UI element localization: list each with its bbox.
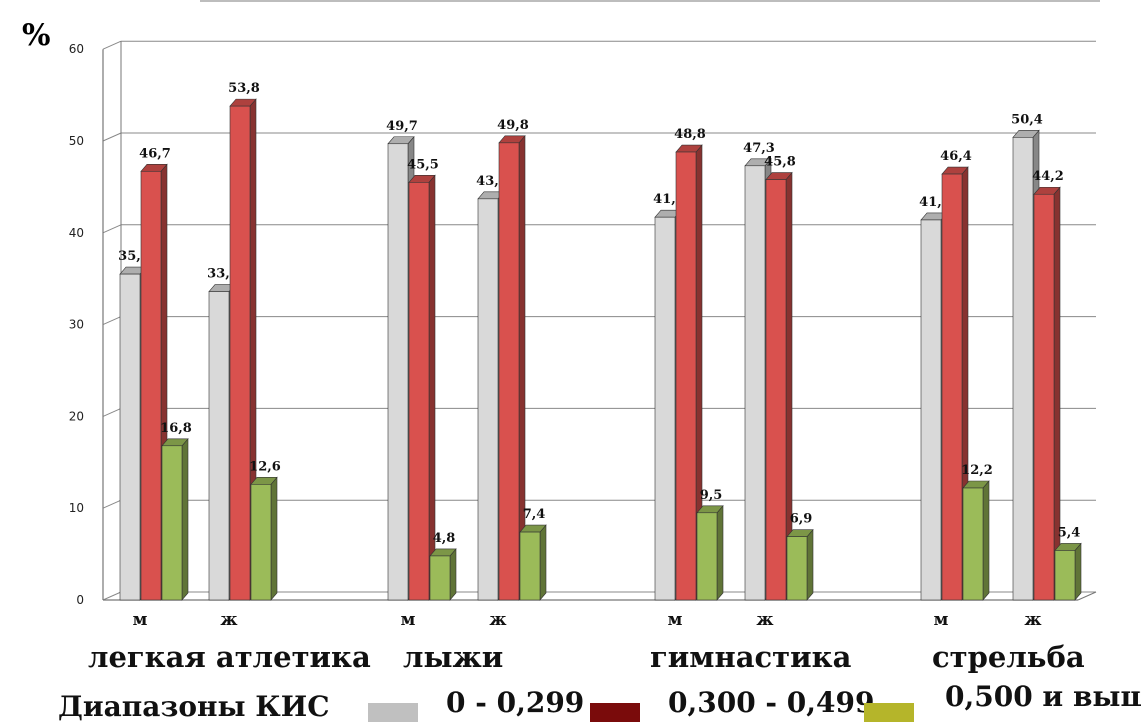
bar (140, 170, 162, 601)
x-tick-label: ж (756, 610, 773, 630)
bar-side (806, 528, 814, 601)
group-label-gymnastics: гимнастика (650, 640, 852, 674)
y-tick-label: 60 (69, 42, 84, 56)
group-label-athletics: легкая атлетика (88, 640, 371, 674)
bar-value-label: 46,7 (139, 146, 171, 161)
bar (119, 273, 141, 601)
x-tick-label: ж (489, 610, 506, 630)
bar-side (982, 480, 990, 601)
bar-value-label: 44,2 (1032, 169, 1064, 184)
x-tick-label: ж (1024, 610, 1041, 630)
gridline-depth (102, 407, 122, 417)
bar (920, 219, 942, 601)
x-tick-label: м (133, 610, 148, 630)
bar (387, 143, 409, 601)
bar-side (716, 504, 724, 601)
y-tick-label: 10 (69, 501, 84, 515)
bar-side (539, 524, 547, 601)
bar-value-label: 6,9 (790, 512, 813, 527)
bar (675, 151, 697, 601)
bar (208, 291, 230, 601)
x-tick-label: м (668, 610, 683, 630)
bar (519, 531, 541, 601)
bar-value-label: 53,8 (228, 81, 260, 96)
bar-value-label: 12,6 (249, 459, 281, 474)
bar-side (270, 476, 278, 601)
bar (498, 142, 520, 601)
gridline-depth (102, 40, 122, 50)
y-tick-label: 40 (69, 226, 84, 240)
y-tick-label: 50 (69, 134, 84, 148)
x-axis-edge (1077, 591, 1097, 601)
bar (1054, 550, 1076, 601)
x-tick-label: ж (220, 610, 237, 630)
y-tick-label: 0 (76, 593, 84, 607)
bar (229, 105, 251, 601)
y-tick-label: 20 (69, 409, 84, 423)
bar (477, 198, 499, 601)
bar-side (449, 548, 457, 601)
bar (654, 216, 676, 601)
bar (962, 487, 984, 601)
bar (941, 173, 963, 601)
bar-value-label: 7,4 (523, 507, 546, 522)
x-tick-label: м (401, 610, 416, 630)
bar-value-label: 45,5 (407, 157, 439, 172)
bar-value-label: 9,5 (700, 488, 723, 503)
y-axis-unit-label: % (22, 18, 51, 53)
gridline-depth (102, 132, 122, 142)
legend-swatch-series-2 (590, 703, 640, 722)
bar-value-label: 50,4 (1011, 112, 1043, 127)
bar-value-label: 12,2 (961, 463, 993, 478)
bar-value-label: 5,4 (1058, 525, 1081, 540)
bar (1033, 193, 1055, 601)
bar (161, 445, 183, 601)
group-label-skiing: лыжи (403, 640, 504, 674)
bar-value-label: 49,8 (497, 118, 529, 133)
top-border-line (200, 0, 1100, 2)
bar (429, 555, 451, 601)
legend-label-series-3: 0,500 и выше (945, 680, 1141, 713)
bar (765, 179, 787, 601)
gridline-depth (102, 499, 122, 509)
x-tick-label: м (934, 610, 949, 630)
legend-title: Диапазоны КИС (58, 690, 330, 723)
bar (786, 536, 808, 601)
bar (408, 182, 430, 601)
legend-swatch-series-1 (368, 703, 418, 722)
gridline-depth (102, 224, 122, 234)
bar-value-label: 47,3 (743, 141, 775, 156)
bar (1012, 137, 1034, 601)
bar-value-label: 45,8 (764, 155, 796, 170)
bar-side (1074, 542, 1082, 601)
legend-label-series-1: 0 - 0,299 (446, 686, 585, 719)
bar (250, 484, 272, 601)
gridline-depth (102, 316, 122, 326)
bar-value-label: 46,4 (940, 149, 972, 164)
bar-value-label: 49,7 (386, 119, 418, 134)
y-tick-label: 30 (69, 318, 84, 332)
bar-value-label: 4,8 (433, 531, 456, 546)
bar-value-label: 48,8 (674, 127, 706, 142)
bar-side (181, 437, 189, 601)
gridline-depth (102, 591, 122, 601)
group-label-shooting: стрельба (932, 640, 1085, 674)
bar (696, 512, 718, 601)
bar (744, 165, 766, 601)
legend-label-series-2: 0,300 - 0,499 (668, 686, 875, 719)
bar-value-label: 16,8 (160, 421, 192, 436)
legend-swatch-series-3 (864, 703, 914, 722)
